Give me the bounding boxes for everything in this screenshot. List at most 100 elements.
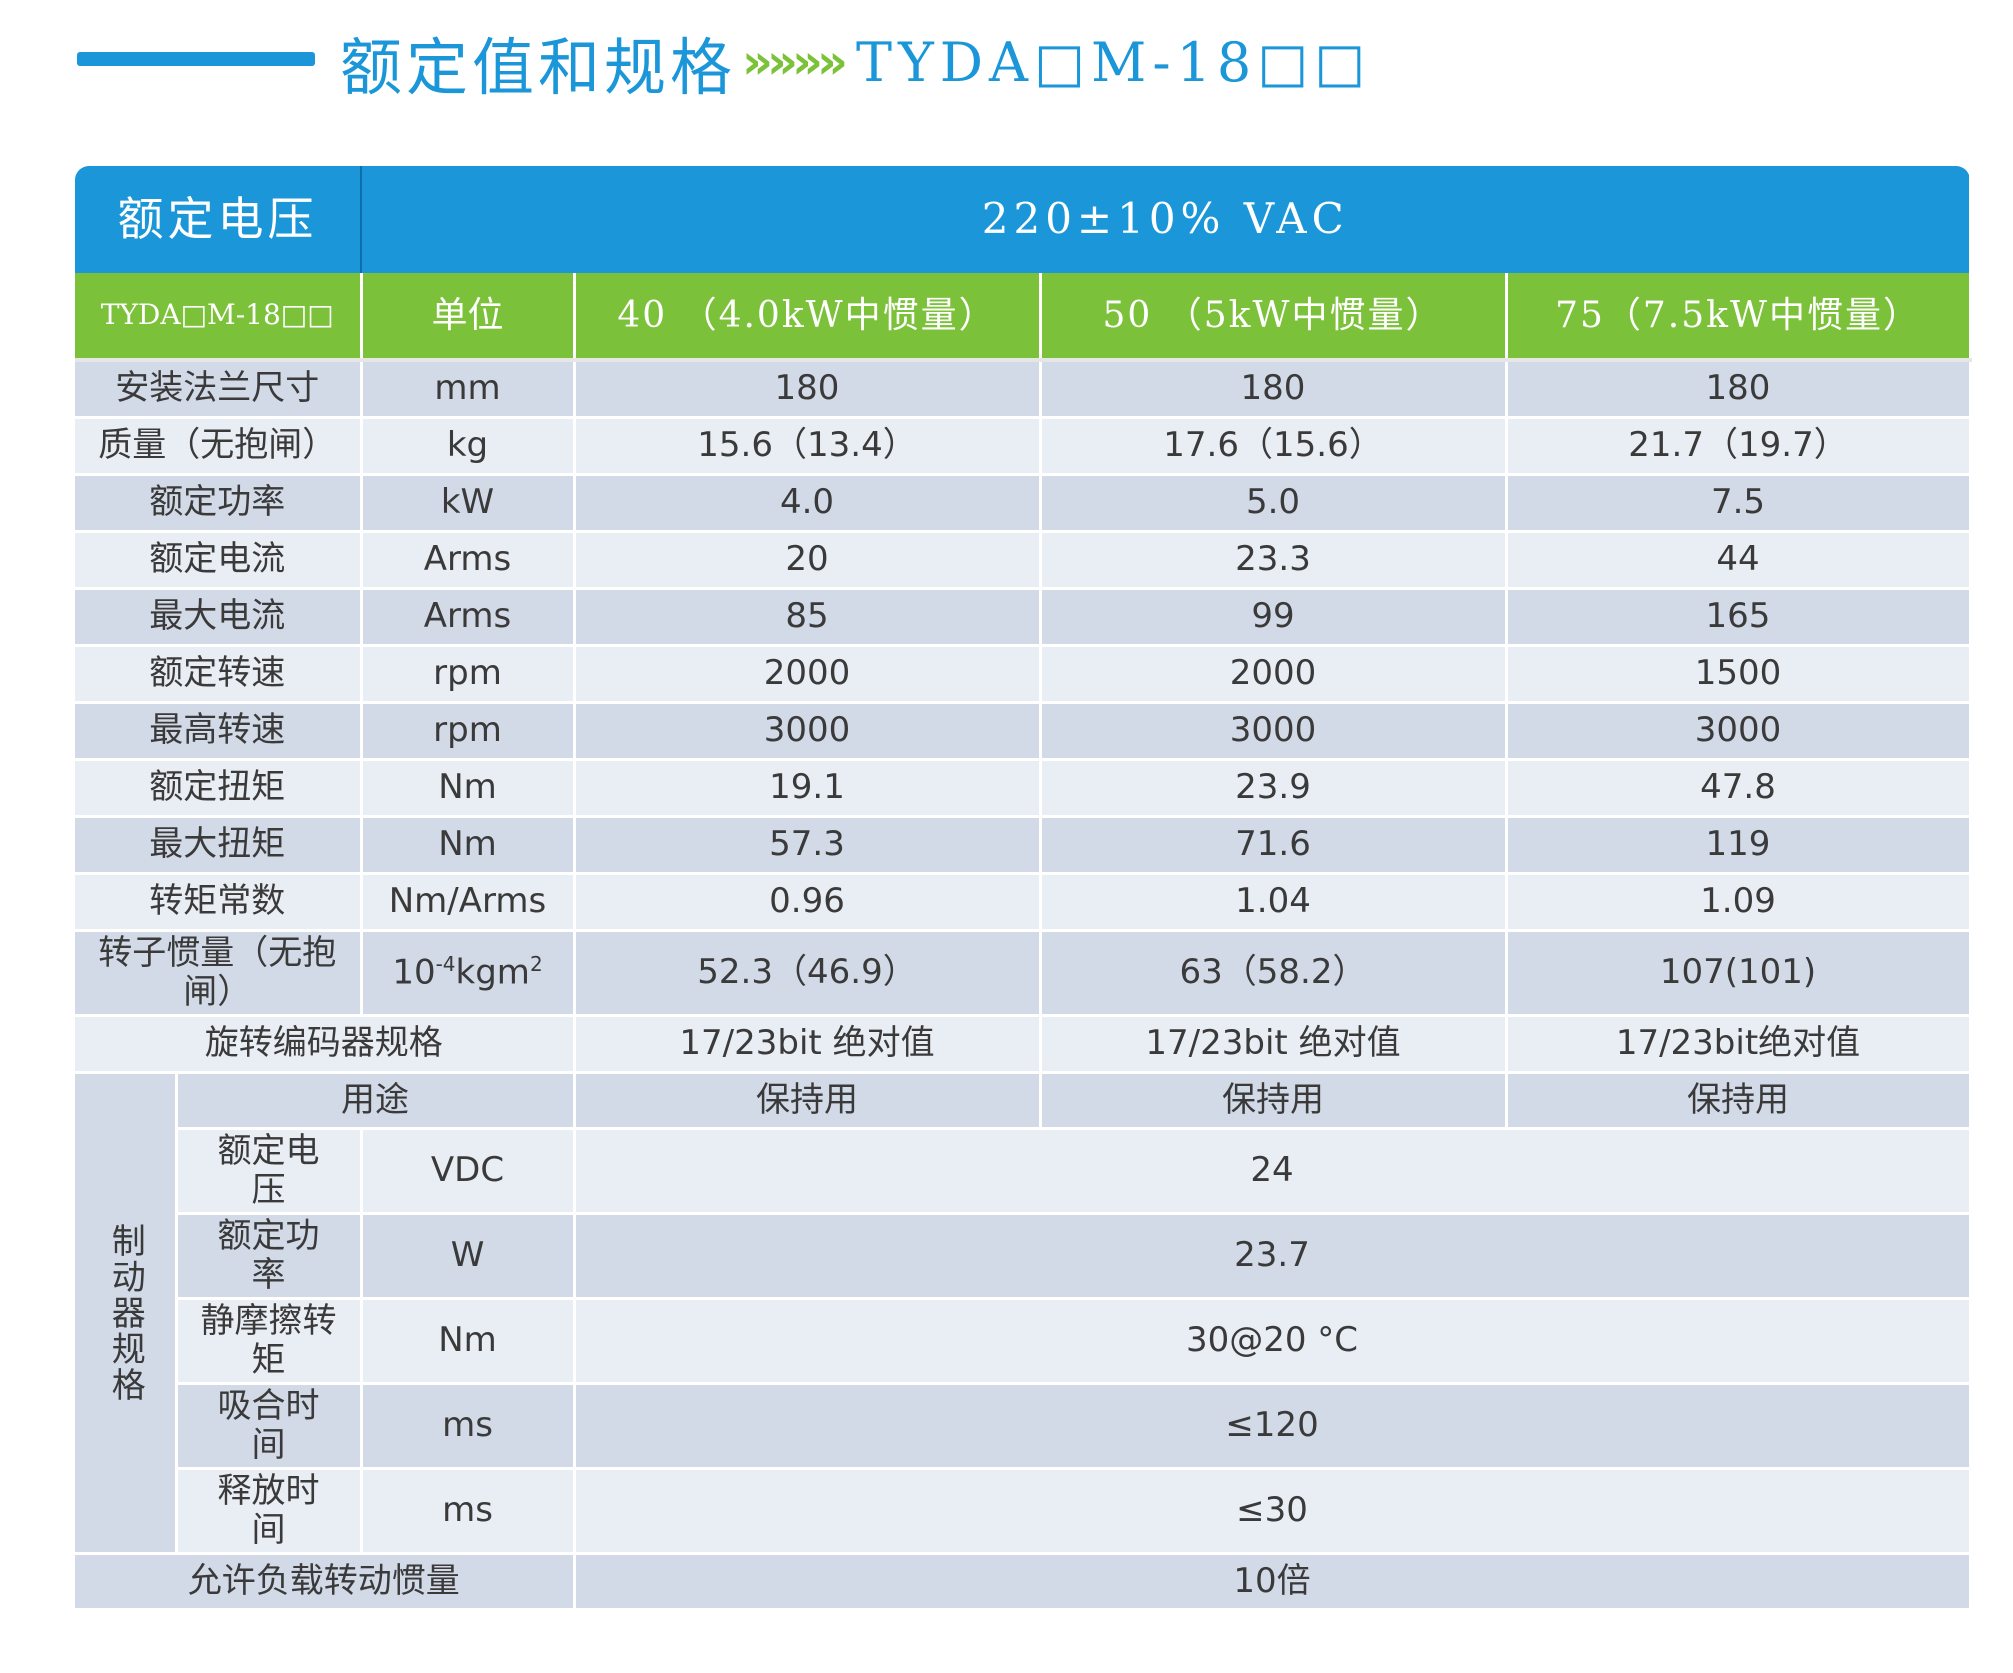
row-label: 转子惯量（无抱闸） <box>75 930 363 1017</box>
row-value: 44 <box>1506 531 1972 590</box>
row-value: 5.0 <box>1040 474 1508 533</box>
brake-item-unit: Nm <box>361 1298 576 1385</box>
brake-spec-label: 制动器规格 <box>75 1072 178 1555</box>
row-value: 99 <box>1040 588 1508 647</box>
brake-item-label: 额定电压 <box>176 1128 363 1215</box>
row-value: 119 <box>1506 816 1972 875</box>
row-value: 20 <box>574 531 1042 590</box>
row-unit: kW <box>361 474 576 533</box>
row-value: 180 <box>574 360 1042 419</box>
table-row: 最大扭矩 Nm 57.3 71.6 119 <box>75 816 1972 875</box>
voltage-row: 额定电压 220±10% VAC <box>75 166 1972 273</box>
brake-row: 吸合时间 ms ≤120 <box>75 1383 1972 1470</box>
unit-header: 单位 <box>361 273 576 362</box>
row-unit: rpm <box>361 645 576 704</box>
row-value: 7.5 <box>1506 474 1972 533</box>
row-value: 3000 <box>574 702 1042 761</box>
brake-row: 释放时间 ms ≤30 <box>75 1468 1972 1555</box>
row-value: 2000 <box>1040 645 1508 704</box>
brake-item-unit: VDC <box>361 1128 576 1215</box>
brake-row: 额定电压 VDC 24 <box>75 1128 1972 1215</box>
brake-item-value: ≤30 <box>574 1468 1972 1555</box>
row-value: 17/23bit 绝对值 <box>574 1015 1042 1074</box>
row-unit: kg <box>361 417 576 476</box>
row-unit: Nm/Arms <box>361 873 576 932</box>
title-model: TYDA□M-18□□ <box>856 30 1372 94</box>
table-row: 最大电流 Arms 85 99 165 <box>75 588 1972 647</box>
table-row: 额定功率 kW 4.0 5.0 7.5 <box>75 474 1972 533</box>
row-unit: Arms <box>361 531 576 590</box>
voltage-value: 220±10% VAC <box>361 166 1972 273</box>
row-value: 180 <box>1506 360 1972 419</box>
model-col-2: 50 （5kW中惯量） <box>1040 273 1508 362</box>
table-row-encoder: 旋转编码器规格 17/23bit 绝对值 17/23bit 绝对值 17/23b… <box>75 1015 1972 1074</box>
brake-item-value: ≤120 <box>574 1383 1972 1470</box>
voltage-label: 额定电压 <box>75 166 362 273</box>
row-value: 85 <box>574 588 1042 647</box>
table-row: 额定转速 rpm 2000 2000 1500 <box>75 645 1972 704</box>
row-value: 57.3 <box>574 816 1042 875</box>
row-value: 107(101) <box>1506 930 1972 1017</box>
row-value: 3000 <box>1506 702 1972 761</box>
table-row-inertia: 转子惯量（无抱闸） 10-4kgm2 52.3（46.9） 63（58.2） 1… <box>75 930 1972 1017</box>
table-row: 最高转速 rpm 3000 3000 3000 <box>75 702 1972 761</box>
row-unit: rpm <box>361 702 576 761</box>
row-label: 最大扭矩 <box>75 816 363 875</box>
row-value: 17/23bit 绝对值 <box>1040 1015 1508 1074</box>
brake-row: 额定功率 W 23.7 <box>75 1213 1972 1300</box>
table-row: 额定扭矩 Nm 19.1 23.9 47.8 <box>75 759 1972 818</box>
row-value: 1500 <box>1506 645 1972 704</box>
brake-item-unit: W <box>361 1213 576 1300</box>
row-value: 23.9 <box>1040 759 1508 818</box>
brake-item-unit: ms <box>361 1468 576 1555</box>
brake-item-label: 静摩擦转矩 <box>176 1298 363 1385</box>
row-label: 最高转速 <box>75 702 363 761</box>
row-label: 额定功率 <box>75 474 363 533</box>
row-value: 17/23bit绝对值 <box>1506 1015 1972 1074</box>
brake-item-value: 24 <box>574 1128 1972 1215</box>
row-label: 旋转编码器规格 <box>75 1015 576 1074</box>
row-unit: mm <box>361 360 576 419</box>
row-value: 10倍 <box>574 1553 1972 1611</box>
brake-use-value: 保持用 <box>574 1072 1042 1130</box>
model-name: TYDA□M-18□□ <box>75 273 363 362</box>
row-label: 额定扭矩 <box>75 759 363 818</box>
brake-use-label: 用途 <box>176 1072 576 1130</box>
brake-item-value: 30@20 °C <box>574 1298 1972 1385</box>
row-value: 15.6（13.4） <box>574 417 1042 476</box>
row-unit: Nm <box>361 759 576 818</box>
table-row: 额定电流 Arms 20 23.3 44 <box>75 531 1972 590</box>
row-unit: Arms <box>361 588 576 647</box>
row-label: 转矩常数 <box>75 873 363 932</box>
row-value: 47.8 <box>1506 759 1972 818</box>
row-value: 17.6（15.6） <box>1040 417 1508 476</box>
row-label: 安装法兰尺寸 <box>75 360 363 419</box>
row-label: 额定电流 <box>75 531 363 590</box>
row-label: 允许负载转动惯量 <box>75 1553 576 1611</box>
table-row: 质量（无抱闸） kg 15.6（13.4） 17.6（15.6） 21.7（19… <box>75 417 1972 476</box>
row-value: 21.7（19.7） <box>1506 417 1972 476</box>
brake-item-label: 吸合时间 <box>176 1383 363 1470</box>
title-text: 额定值和规格 <box>340 31 737 104</box>
row-value: 180 <box>1040 360 1508 419</box>
row-label: 质量（无抱闸） <box>75 417 363 476</box>
title-accent-bar <box>77 52 315 66</box>
double-chevron-icon: »»»» <box>742 34 848 90</box>
brake-use-value: 保持用 <box>1040 1072 1508 1130</box>
brake-item-label: 释放时间 <box>176 1468 363 1555</box>
brake-row: 静摩擦转矩 Nm 30@20 °C <box>75 1298 1972 1385</box>
row-value: 4.0 <box>574 474 1042 533</box>
row-value: 19.1 <box>574 759 1042 818</box>
row-value: 71.6 <box>1040 816 1508 875</box>
brake-use-value: 保持用 <box>1506 1072 1972 1130</box>
table-row: 安装法兰尺寸 mm 180 180 180 <box>75 360 1972 419</box>
row-label: 额定转速 <box>75 645 363 704</box>
row-label: 最大电流 <box>75 588 363 647</box>
brake-item-label: 额定功率 <box>176 1213 363 1300</box>
brake-item-value: 23.7 <box>574 1213 1972 1300</box>
row-value: 1.04 <box>1040 873 1508 932</box>
spec-table: 额定电压 220±10% VAC TYDA□M-18□□ 单位 40 （4.0k… <box>75 166 1972 1611</box>
row-value: 23.3 <box>1040 531 1508 590</box>
row-value: 1.09 <box>1506 873 1972 932</box>
page-title: 额定值和规格 »»»» TYDA□M-18□□ <box>340 22 1372 105</box>
